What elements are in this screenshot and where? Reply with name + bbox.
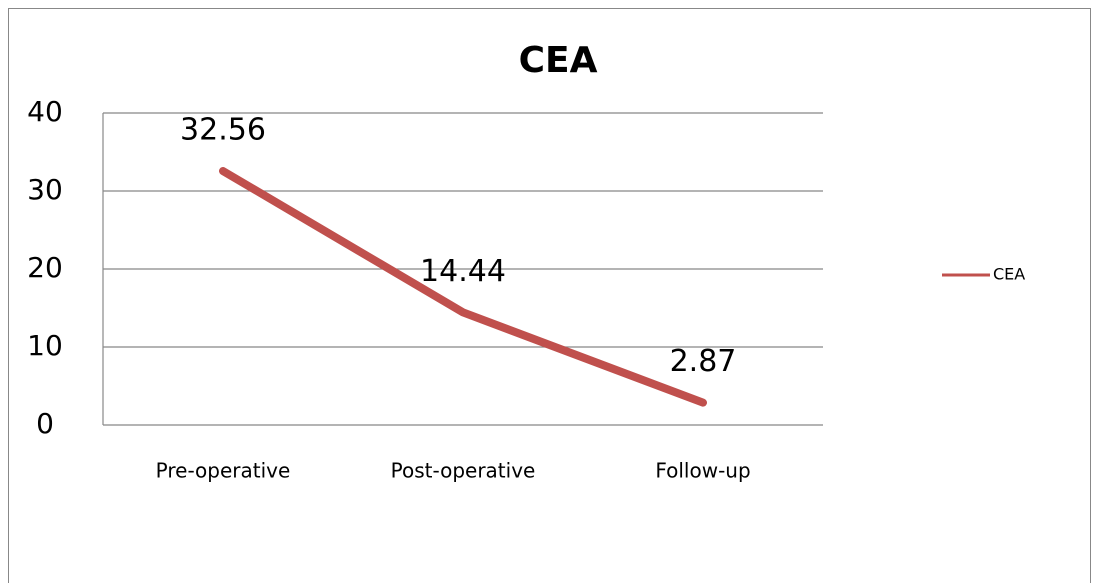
x-tick-label: Follow-up (655, 459, 750, 483)
y-tick-label: 10 (27, 329, 63, 362)
y-tick-label: 0 (36, 407, 54, 440)
chart-title: CEA (519, 40, 598, 81)
data-line (219, 167, 707, 407)
x-tick-label: Post-operative (391, 459, 536, 483)
y-tick-label: 30 (27, 173, 63, 206)
x-tick-label: Pre-operative (156, 459, 291, 483)
data-label: 2.87 (670, 344, 737, 379)
y-tick-label: 40 (27, 95, 63, 128)
y-tick-label: 20 (27, 251, 63, 284)
legend-label: CEA (993, 265, 1025, 284)
chart-border (8, 8, 1091, 583)
data-label: 32.56 (180, 113, 266, 148)
data-label: 14.44 (420, 254, 506, 289)
